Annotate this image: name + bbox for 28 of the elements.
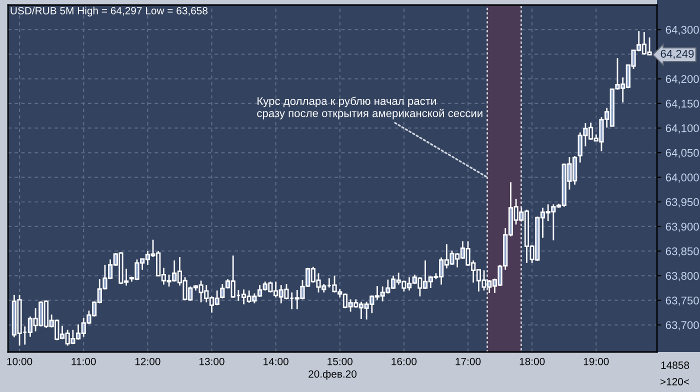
x-tick-label: 17:00	[456, 358, 481, 366]
y-tick-label: 63,700	[666, 321, 699, 330]
y-tick-label: 63,750	[666, 296, 699, 306]
y-tick-label: 64,100	[666, 124, 699, 134]
x-tick-label: 13:00	[199, 358, 224, 366]
y-tick-label: 63,900	[666, 222, 699, 232]
annotation: Курс доллара к рублю начал расти сразу после открытия американской сессии	[257, 96, 482, 120]
x-tick-label: 16:00	[392, 358, 417, 366]
chart-title: USD/RUB 5M High = 64,297 Low = 63,658	[10, 6, 208, 16]
y-tick-label: 64,000	[666, 174, 699, 183]
x-tick-label: 10:00	[7, 358, 32, 366]
y-tick-label: 64,200	[666, 75, 699, 84]
y-tick-label: 63,800	[666, 272, 699, 282]
x-tick-label: 18:00	[520, 358, 545, 366]
y-tick-label: 64,050	[666, 148, 699, 158]
annotation: 64,249	[660, 50, 694, 60]
x-tick-label: 14:00	[264, 358, 288, 366]
x-tick-label: 19:00	[584, 358, 609, 366]
y-tick-label: 63,950	[666, 198, 699, 208]
y-tick-label: 64,300	[666, 26, 699, 36]
y-tick-label: 63,850	[666, 247, 699, 257]
x-tick-label: 15:00	[328, 358, 352, 366]
text: >120<	[660, 378, 689, 386]
x-axis-title: 20.фев.20	[308, 370, 357, 380]
x-tick-label: 11:00	[72, 358, 96, 366]
y-tick-label: 64,150	[666, 100, 699, 109]
x-tick-label: 12:00	[135, 358, 160, 366]
text: 14858	[661, 362, 690, 369]
